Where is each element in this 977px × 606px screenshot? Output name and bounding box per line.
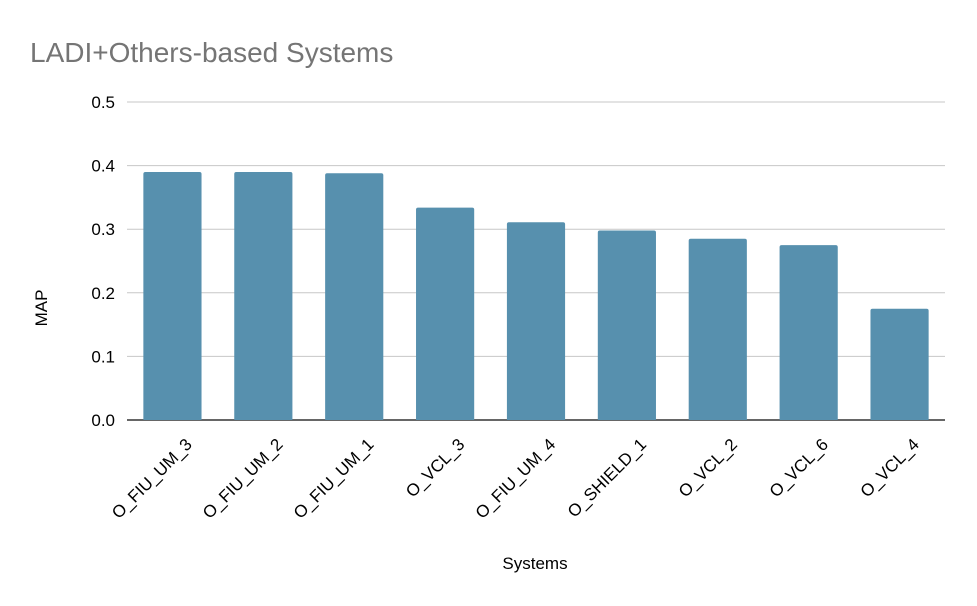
bar-o-fiu-um-3	[143, 171, 202, 420]
bar-o-fiu-um-1	[325, 173, 384, 420]
x-axis-title: Systems	[502, 554, 567, 573]
bar-o-vcl-4	[870, 308, 929, 420]
x-tick-label: O_FIU_UM_2	[199, 435, 287, 523]
x-tick-label: O_VCL_2	[675, 435, 741, 501]
chart-title: LADI+Others-based Systems	[30, 37, 393, 68]
x-tick-label: O_SHIELD_1	[564, 435, 650, 521]
bar-o-fiu-um-4	[506, 222, 566, 420]
x-axis-ticks: O_FIU_UM_3 O_FIU_UM_2 O_FIU_UM_1 O_VCL_3 O_F…	[108, 435, 923, 523]
y-axis-ticks: 0.0 0.1 0.2 0.3 0.4 0.5	[91, 93, 115, 430]
bar-o-fiu-um-2	[234, 171, 293, 420]
bar-o-vcl-6	[779, 245, 838, 420]
y-tick-label: 0.1	[91, 347, 115, 366]
y-axis-title: MAP	[32, 290, 51, 327]
x-tick-label: O_VCL_3	[402, 435, 468, 501]
bar-o-shield-1	[597, 230, 656, 420]
x-tick-label: O_VCL_6	[766, 435, 832, 501]
x-tick-label: O_FIU_UM_3	[108, 435, 196, 523]
x-tick-label: O_FIU_UM_4	[472, 435, 560, 523]
bar-o-vcl-3	[416, 207, 475, 420]
x-tick-label: O_VCL_4	[857, 435, 923, 501]
y-tick-label: 0.4	[91, 157, 115, 176]
bar-o-vcl-2	[688, 238, 747, 420]
bars	[143, 171, 929, 420]
y-tick-label: 0.5	[91, 93, 115, 112]
y-tick-label: 0.2	[91, 284, 115, 303]
y-tick-label: 0.0	[91, 411, 115, 430]
y-tick-label: 0.3	[91, 220, 115, 239]
x-tick-label: O_FIU_UM_1	[290, 435, 378, 523]
